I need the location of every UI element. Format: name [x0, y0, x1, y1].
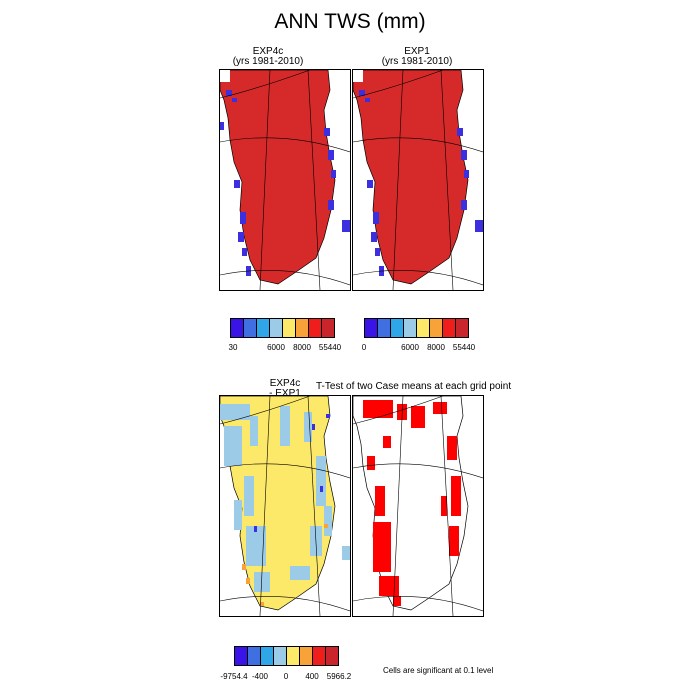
- panel-title-ttest: T-Test of two Case means at each grid po…: [316, 381, 512, 392]
- panel-exp4c-name: EXP4c: [252, 46, 284, 57]
- colorbar-exp1-swatch: [442, 318, 456, 338]
- colorbar-diff-swatch: [299, 646, 313, 666]
- colorbar-exp1-swatch: [416, 318, 430, 338]
- cbar-exp4c-label-3: 55440: [318, 343, 342, 352]
- colorbar-exp4c: [230, 318, 335, 338]
- cbar-exp1-label-3: 55440: [452, 343, 476, 352]
- colorbar-exp4c-swatch: [295, 318, 309, 338]
- map-difference: [219, 395, 351, 617]
- panel-diff-line1: EXP4c: [269, 378, 301, 389]
- significance-note: Cells are significant at 0.1 level: [383, 666, 494, 675]
- colorbar-diff-swatch: [325, 646, 339, 666]
- panel-title-exp4c: EXP4c (yrs 1981-2010): [219, 47, 317, 67]
- colorbar-exp1: [364, 318, 469, 338]
- colorbar-diff: [234, 646, 339, 666]
- colorbar-exp4c-swatch: [269, 318, 283, 338]
- cbar-diff-label-1: -400: [251, 672, 269, 681]
- cbar-diff-label-4: 5966.2: [326, 672, 352, 681]
- colorbar-exp1-swatch: [390, 318, 404, 338]
- cbar-diff-label-3: 400: [305, 672, 319, 681]
- colorbar-diff-swatch: [247, 646, 261, 666]
- cbar-exp4c-label-2: 8000: [293, 343, 311, 352]
- graticule-ttest: [353, 396, 483, 616]
- diff-positive-cells: [242, 524, 328, 606]
- colorbar-exp1-swatch: [429, 318, 443, 338]
- map-exp1: [352, 69, 484, 291]
- graticule-exp4c: [220, 70, 350, 290]
- colorbar-exp4c-swatch: [308, 318, 322, 338]
- cbar-diff-label-2: 0: [283, 672, 289, 681]
- colorbar-exp4c-swatch: [321, 318, 335, 338]
- colorbar-diff-swatch: [286, 646, 300, 666]
- graticule-exp1: [353, 70, 483, 290]
- graticule-diff: [220, 396, 350, 616]
- colorbar-exp4c-swatch: [230, 318, 244, 338]
- panel-exp1-name: EXP1: [404, 46, 430, 57]
- cbar-exp4c-label-0: 30: [228, 343, 238, 352]
- colorbar-diff-swatch: [234, 646, 248, 666]
- panel-exp1-years: (yrs 1981-2010): [381, 56, 453, 67]
- cbar-exp1-label-0: 0: [361, 343, 367, 352]
- figure-title: ANN TWS (mm): [274, 10, 426, 33]
- colorbar-exp1-swatch: [364, 318, 378, 338]
- panel-title-exp1: EXP1 (yrs 1981-2010): [352, 47, 482, 67]
- colorbar-diff-swatch: [312, 646, 326, 666]
- colorbar-exp1-swatch: [455, 318, 469, 338]
- map-exp4c: [219, 69, 351, 291]
- colorbar-exp4c-swatch: [256, 318, 270, 338]
- cbar-exp1-label-1: 6000: [401, 343, 419, 352]
- colorbar-diff-swatch: [260, 646, 274, 666]
- colorbar-diff-labels: -9754.4 -400 0 400 5966.2: [220, 672, 354, 684]
- colorbar-exp1-labels: 0 6000 8000 55440: [361, 343, 484, 355]
- cbar-exp1-label-2: 8000: [427, 343, 445, 352]
- colorbar-exp4c-swatch: [243, 318, 257, 338]
- panel-exp4c-years: (yrs 1981-2010): [232, 56, 304, 67]
- colorbar-diff-swatch: [273, 646, 287, 666]
- colorbar-exp1-swatch: [403, 318, 417, 338]
- colorbar-exp1-swatch: [377, 318, 391, 338]
- diff-strong-negative-cells: [254, 414, 330, 532]
- colorbar-exp4c-labels: 30 6000 8000 55440: [228, 343, 350, 355]
- map-ttest: [352, 395, 484, 617]
- cbar-exp4c-label-1: 6000: [267, 343, 285, 352]
- cbar-diff-label-0: -9754.4: [220, 672, 248, 681]
- diff-negative-cells: [220, 404, 350, 592]
- panel-title-diff: EXP4c - EXP1: [260, 379, 310, 399]
- panel-diff-line2: - EXP1: [269, 388, 301, 399]
- colorbar-exp4c-swatch: [282, 318, 296, 338]
